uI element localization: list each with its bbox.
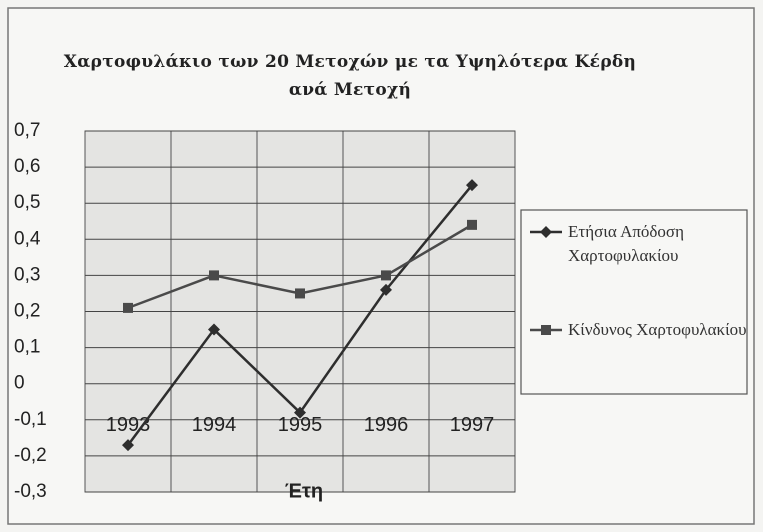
point xyxy=(209,270,219,281)
x-axis-label: Έτη xyxy=(285,480,323,502)
chart-title: Χαρτοφυλάκιο των 20 Μετοχών με τα Υψηλότ… xyxy=(63,52,637,100)
x-tick-label: 1994 xyxy=(192,414,237,436)
legend-box xyxy=(520,209,748,395)
point xyxy=(123,302,133,313)
y-tick-label: 0,3 xyxy=(14,264,40,285)
y-tick-label: 0,7 xyxy=(14,120,40,141)
y-tick-label: 0 xyxy=(14,373,25,394)
point xyxy=(295,288,305,299)
y-tick-label: 0,5 xyxy=(14,192,40,213)
legend-label: Κίνδυνος Χαρτοφυλακίου xyxy=(568,320,747,339)
point xyxy=(380,283,392,296)
point xyxy=(381,270,391,281)
x-tick-label: 1995 xyxy=(278,414,323,436)
point xyxy=(294,406,306,419)
legend-label: Ετήσια Απόδοση Χαρτοφυλακίου xyxy=(568,222,684,265)
point xyxy=(208,323,220,336)
point xyxy=(541,325,551,335)
y-tick-label: 0,2 xyxy=(14,301,40,322)
y-tick-label: 0,4 xyxy=(14,228,41,249)
x-tick-label: 1997 xyxy=(450,414,495,436)
y-tick-label: 0,6 xyxy=(14,156,40,177)
y-tick-label: -0,1 xyxy=(14,409,47,430)
point xyxy=(466,179,478,192)
point xyxy=(467,219,477,230)
y-tick-label: -0,3 xyxy=(14,481,47,502)
y-tick-label: 0,1 xyxy=(14,337,40,358)
point xyxy=(540,226,552,238)
point xyxy=(122,439,134,452)
x-tick-label: 1996 xyxy=(364,414,409,436)
y-tick-label: -0,2 xyxy=(14,445,47,466)
